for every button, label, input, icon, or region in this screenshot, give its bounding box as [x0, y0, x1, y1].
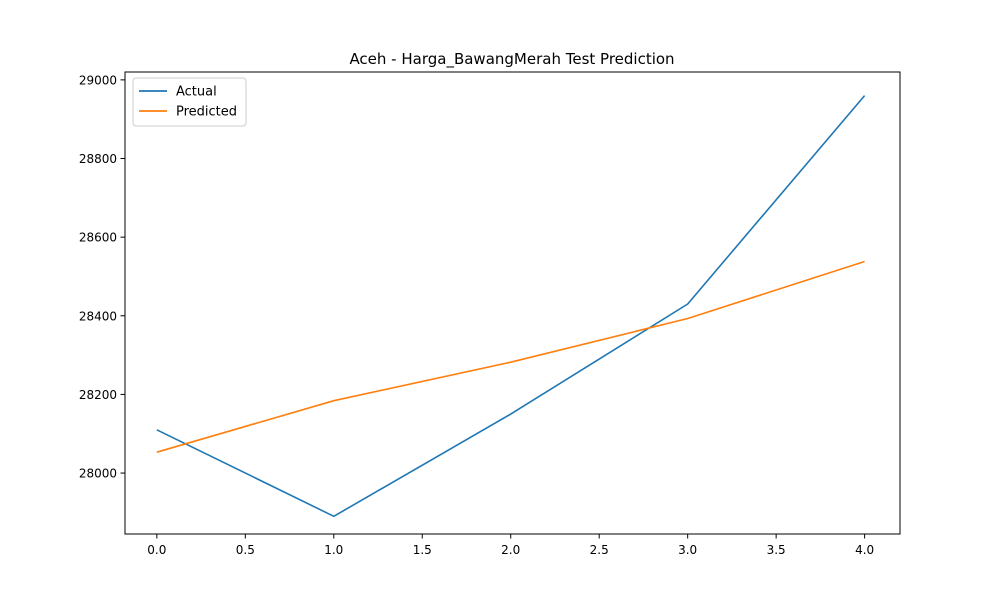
- series-line-actual: [156, 95, 866, 518]
- y-tick-label: 29000: [79, 73, 117, 87]
- x-tick-label: 0.5: [236, 543, 255, 557]
- x-tick-label: 2.0: [501, 543, 520, 557]
- x-tick-label: 1.0: [324, 543, 343, 557]
- plot-area: [124, 71, 901, 535]
- series-layer: [156, 95, 866, 518]
- series-line-predicted: [156, 260, 865, 453]
- x-tick-label: 3.0: [678, 543, 697, 557]
- y-tick-label: 28800: [79, 152, 117, 166]
- legend-box: [132, 77, 247, 127]
- x-tick-label: 1.5: [413, 543, 432, 557]
- legend-label-actual: Actual: [176, 85, 217, 100]
- x-axis: 0.0 0.5 1.0 1.5 2.0 2.5 3.0 3.5 4.0: [147, 534, 874, 557]
- y-tick-label: 28600: [79, 231, 117, 245]
- x-tick-label: 3.5: [767, 543, 786, 557]
- x-tick-label: 0.0: [147, 543, 166, 557]
- y-axis: 28000 28200 28400 28600 28800 29000: [79, 73, 125, 481]
- legend: Actual Predicted: [132, 77, 247, 127]
- x-tick-label: 2.5: [590, 543, 609, 557]
- y-tick-label: 28400: [79, 309, 117, 323]
- chart-title: Aceh - Harga_BawangMerah Test Prediction: [349, 50, 674, 69]
- legend-label-predicted: Predicted: [176, 105, 237, 120]
- x-tick-label: 4.0: [855, 543, 874, 557]
- y-tick-label: 28200: [79, 388, 117, 402]
- y-tick-label: 28000: [79, 467, 117, 481]
